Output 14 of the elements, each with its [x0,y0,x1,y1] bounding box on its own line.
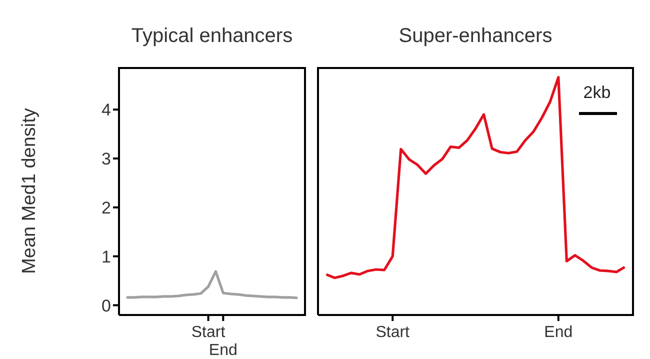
x-tick-label: End [544,324,573,341]
annotation: 2kb [582,83,612,103]
y-tick-label: 0 [102,296,111,316]
line-series [125,270,299,300]
chart-title: Super-enhancers [398,25,554,48]
y-tick-label: 3 [102,150,111,169]
y-tick-label: 2 [102,198,111,218]
y-axis-title: Mean Med1 density [19,106,41,276]
x-tick-label: Start [191,324,226,341]
y-tick-label: 4 [102,100,111,120]
chart-title: Typical enhancers [130,25,294,48]
y-tick-label: 1 [102,247,111,266]
x-tick-label: End [208,342,238,359]
x-tick-label: Start [376,324,410,341]
